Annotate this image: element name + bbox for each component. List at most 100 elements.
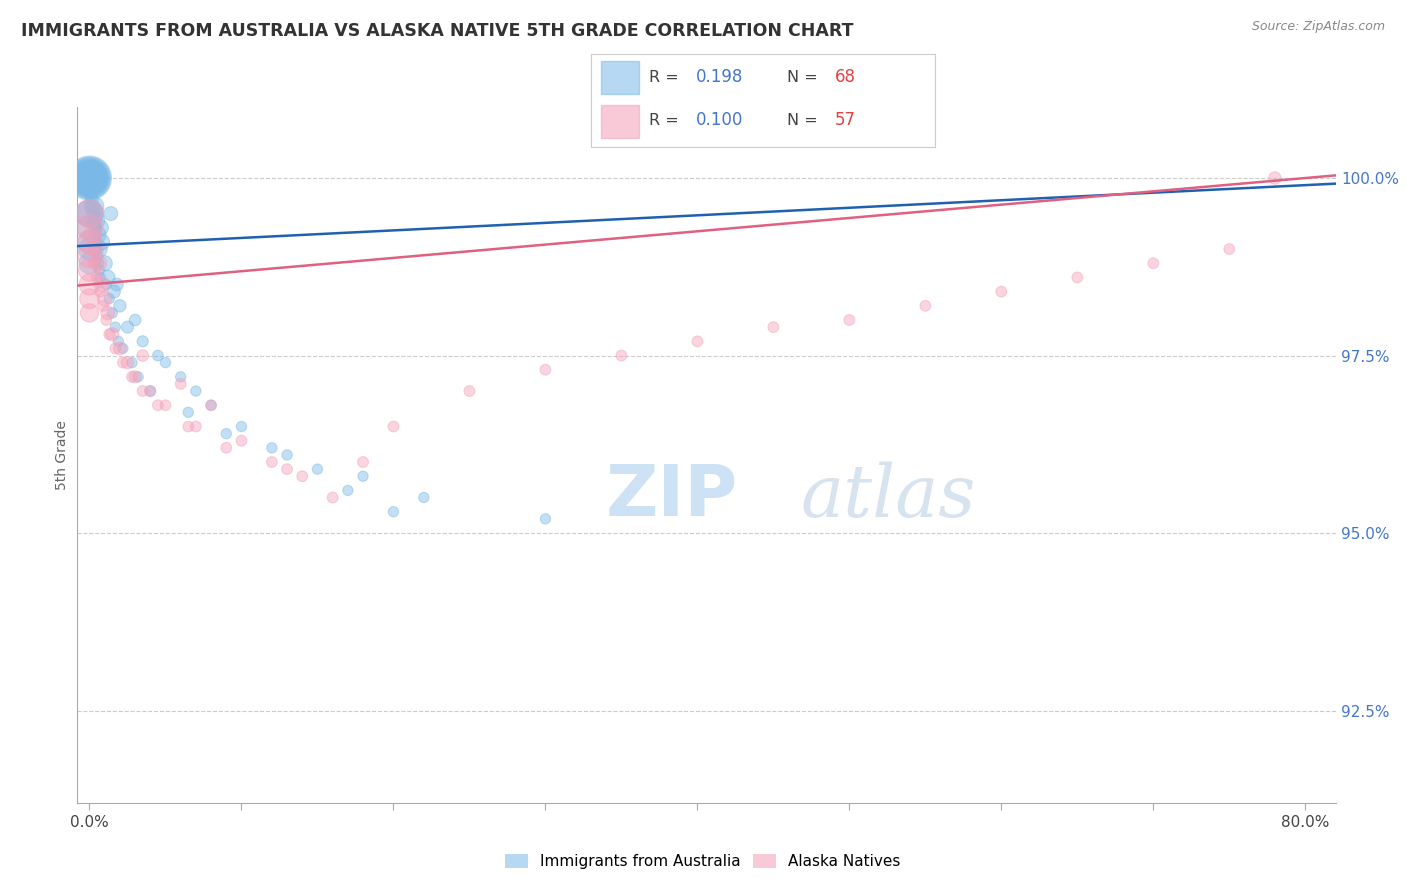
Point — [139, 384, 162, 398]
Point — [458, 384, 481, 398]
Text: ZIP: ZIP — [606, 462, 738, 531]
Point — [91, 299, 114, 313]
Point — [89, 263, 111, 277]
Point — [111, 342, 134, 356]
Point — [108, 342, 131, 356]
Point — [97, 270, 120, 285]
Point — [117, 320, 139, 334]
Point — [200, 398, 222, 412]
Point — [79, 220, 101, 235]
Point — [83, 199, 105, 213]
Point — [121, 356, 143, 370]
Point — [79, 171, 101, 186]
Legend: Immigrants from Australia, Alaska Natives: Immigrants from Australia, Alaska Native… — [499, 847, 907, 875]
Point — [170, 369, 193, 384]
Point — [87, 242, 110, 256]
Point — [90, 235, 112, 249]
Point — [914, 299, 936, 313]
Point — [838, 313, 860, 327]
Point — [82, 227, 104, 242]
Point — [111, 356, 134, 370]
Text: 68: 68 — [835, 69, 856, 87]
Point — [82, 206, 104, 220]
Point — [86, 235, 108, 249]
Point — [184, 419, 207, 434]
Text: 0.198: 0.198 — [696, 69, 742, 87]
Point — [155, 356, 177, 370]
Point — [79, 171, 101, 186]
Point — [124, 313, 146, 327]
Text: R =: R = — [650, 70, 679, 85]
Point — [84, 213, 107, 227]
Point — [97, 306, 120, 320]
Point — [79, 206, 101, 220]
Text: 0.100: 0.100 — [696, 112, 742, 129]
Point — [121, 369, 143, 384]
Point — [177, 419, 200, 434]
Point — [231, 434, 253, 448]
Point — [93, 292, 115, 306]
Point — [104, 320, 127, 334]
Point — [79, 292, 101, 306]
Point — [86, 227, 108, 242]
Point — [131, 349, 153, 363]
Point — [90, 277, 112, 292]
Point — [79, 220, 101, 235]
Point — [322, 491, 344, 505]
Point — [84, 242, 107, 256]
Point — [1066, 270, 1088, 285]
Point — [276, 448, 298, 462]
Point — [146, 398, 169, 412]
Point — [534, 512, 557, 526]
Point — [170, 376, 193, 391]
Text: atlas: atlas — [801, 461, 976, 532]
Point — [79, 171, 101, 186]
Point — [336, 483, 359, 498]
Point — [101, 306, 124, 320]
Point — [231, 419, 253, 434]
Point — [98, 292, 121, 306]
Point — [215, 441, 238, 455]
Point — [104, 342, 127, 356]
Point — [382, 419, 405, 434]
Point — [260, 441, 283, 455]
Point — [84, 227, 107, 242]
Point — [131, 384, 153, 398]
Point — [89, 220, 111, 235]
Point — [1264, 171, 1286, 186]
Point — [79, 206, 101, 220]
Text: 57: 57 — [835, 112, 856, 129]
Point — [124, 369, 146, 384]
Point — [96, 313, 118, 327]
Point — [83, 256, 105, 270]
Point — [80, 186, 103, 200]
Point — [131, 334, 153, 349]
Point — [105, 277, 128, 292]
Point — [79, 206, 101, 220]
Point — [89, 270, 111, 285]
Point — [79, 235, 101, 249]
Point — [83, 220, 105, 235]
Text: N =: N = — [787, 113, 818, 128]
Point — [79, 277, 101, 292]
Point — [79, 263, 101, 277]
Point — [83, 213, 105, 227]
Y-axis label: 5th Grade: 5th Grade — [55, 420, 69, 490]
Point — [610, 349, 633, 363]
Point — [108, 299, 131, 313]
Point — [107, 334, 129, 349]
Text: N =: N = — [787, 70, 818, 85]
Point — [79, 171, 101, 186]
Text: R =: R = — [650, 113, 679, 128]
Point — [86, 242, 108, 256]
Point — [1218, 242, 1240, 256]
Bar — [600, 105, 638, 138]
Point — [1142, 256, 1164, 270]
Point — [382, 505, 405, 519]
Point — [79, 171, 101, 186]
Point — [80, 242, 103, 256]
Point — [93, 256, 115, 270]
Point — [101, 327, 124, 342]
Point — [89, 285, 111, 299]
Point — [82, 199, 104, 213]
